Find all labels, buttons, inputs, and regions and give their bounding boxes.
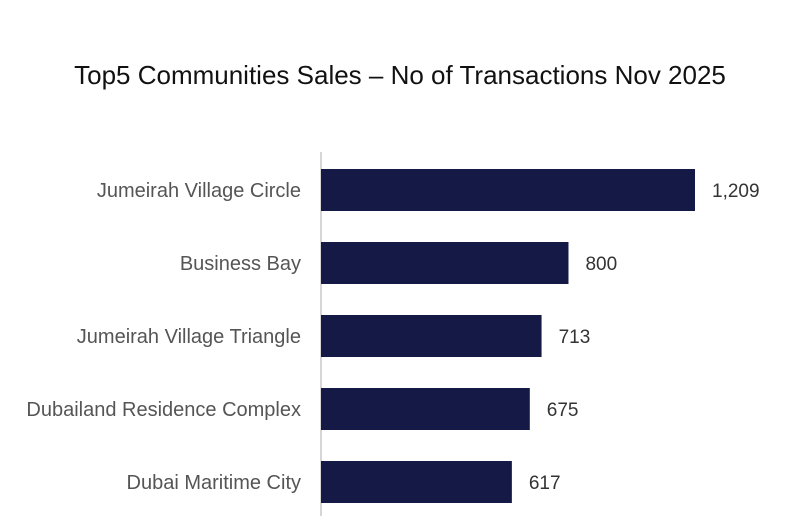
- value-label: 617: [529, 473, 561, 494]
- category-label: Dubai Maritime City: [127, 472, 301, 494]
- bar: [321, 242, 569, 284]
- category-label: Business Bay: [180, 253, 301, 275]
- value-label: 713: [559, 327, 591, 348]
- value-label: 1,209: [712, 181, 760, 202]
- value-label: 800: [585, 254, 617, 275]
- bar: [321, 169, 695, 211]
- category-label: Dubailand Residence Complex: [26, 399, 301, 421]
- value-label: 675: [547, 400, 579, 421]
- bar: [321, 388, 530, 430]
- bar: [321, 461, 512, 503]
- category-label: Jumeirah Village Circle: [97, 180, 301, 202]
- category-label: Jumeirah Village Triangle: [77, 326, 301, 348]
- chart-title: Top5 Communities Sales – No of Transacti…: [74, 60, 726, 90]
- bar: [321, 315, 542, 357]
